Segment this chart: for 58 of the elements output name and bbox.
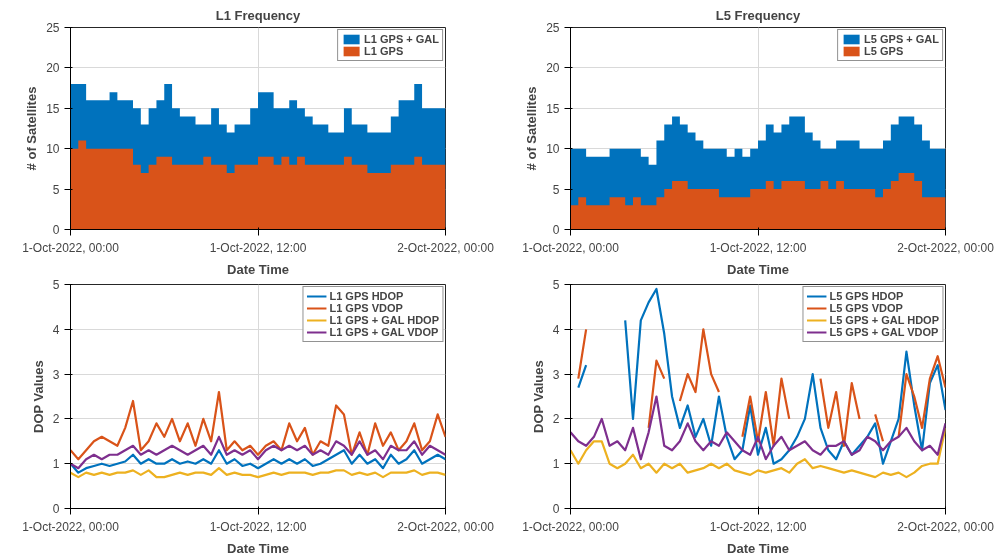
y-tick-label: 1 — [52, 457, 60, 472]
legend-label: L1 GPS — [364, 45, 404, 57]
y-tick-label: 10 — [546, 142, 560, 157]
y-axis-title: DOP Values — [30, 360, 46, 433]
y-axis-title: # of Satellites — [524, 86, 540, 171]
legend-label: L1 GPS + GAL — [364, 33, 439, 45]
legend-label: L5 GPS + GAL VDOP — [829, 326, 939, 338]
x-tick-label: 1-Oct-2022, 12:00 — [709, 240, 807, 255]
y-tick-label: 25 — [546, 21, 560, 35]
x-axis-title: Date Time — [227, 261, 289, 277]
x-tick-label: 1-Oct-2022, 12:00 — [209, 519, 307, 534]
y-tick-label: 10 — [46, 142, 60, 157]
y-tick-label: 4 — [52, 322, 60, 337]
legend-label: L1 GPS + GAL HDOP — [329, 314, 439, 326]
y-tick-label: 3 — [552, 367, 560, 382]
x-tick-label: 2-Oct-2022, 00:00 — [897, 519, 995, 534]
y-tick-label: 5 — [52, 182, 60, 197]
y-tick-label: 0 — [552, 502, 560, 516]
legend-label: L1 GPS VDOP — [329, 302, 403, 314]
y-tick-label: 3 — [52, 367, 60, 382]
y-axis-title: # of Satellites — [24, 86, 40, 171]
x-axis-title: Date Time — [727, 261, 789, 277]
y-tick-label: 20 — [46, 61, 60, 76]
x-tick-label: 1-Oct-2022, 00:00 — [22, 240, 120, 255]
y-axis-title: DOP Values — [530, 360, 546, 433]
legend-label: L5 GPS — [864, 45, 904, 57]
y-tick-label: 5 — [552, 278, 560, 292]
x-tick-label: 2-Oct-2022, 00:00 — [397, 240, 495, 255]
x-tick-label: 1-Oct-2022, 00:00 — [522, 240, 620, 255]
legend-label: L1 GPS + GAL VDOP — [329, 326, 439, 338]
x-axis-title: Date Time — [727, 540, 789, 556]
y-tick-label: 2 — [52, 412, 60, 427]
legend-label: L5 GPS + GAL HDOP — [829, 314, 939, 326]
y-tick-label: 0 — [52, 502, 60, 516]
y-tick-label: 15 — [46, 101, 60, 116]
legend-label: L5 GPS HDOP — [829, 290, 904, 302]
y-tick-label: 0 — [552, 223, 560, 237]
chart-title: L5 Frequency — [715, 7, 802, 23]
chart-title: L1 Frequency — [215, 7, 302, 23]
x-tick-label: 1-Oct-2022, 12:00 — [209, 240, 307, 255]
y-tick-label: 0 — [52, 223, 60, 237]
y-tick-label: 25 — [46, 21, 60, 35]
x-tick-label: 2-Oct-2022, 00:00 — [397, 519, 495, 534]
y-tick-label: 1 — [552, 457, 560, 472]
y-tick-label: 4 — [552, 322, 560, 337]
y-tick-label: 5 — [52, 278, 60, 292]
x-axis-title: Date Time — [227, 540, 289, 556]
legend-label: L5 GPS + GAL — [864, 33, 939, 45]
legend-label: L5 GPS VDOP — [829, 302, 903, 314]
x-tick-label: 1-Oct-2022, 00:00 — [522, 519, 620, 534]
y-tick-label: 20 — [546, 61, 560, 76]
x-tick-label: 2-Oct-2022, 00:00 — [897, 240, 995, 255]
legend-label: L1 GPS HDOP — [329, 290, 404, 302]
y-tick-label: 15 — [546, 101, 560, 116]
y-tick-label: 5 — [552, 182, 560, 197]
x-tick-label: 1-Oct-2022, 00:00 — [22, 519, 120, 534]
x-tick-label: 1-Oct-2022, 12:00 — [709, 519, 807, 534]
y-tick-label: 2 — [552, 412, 560, 427]
